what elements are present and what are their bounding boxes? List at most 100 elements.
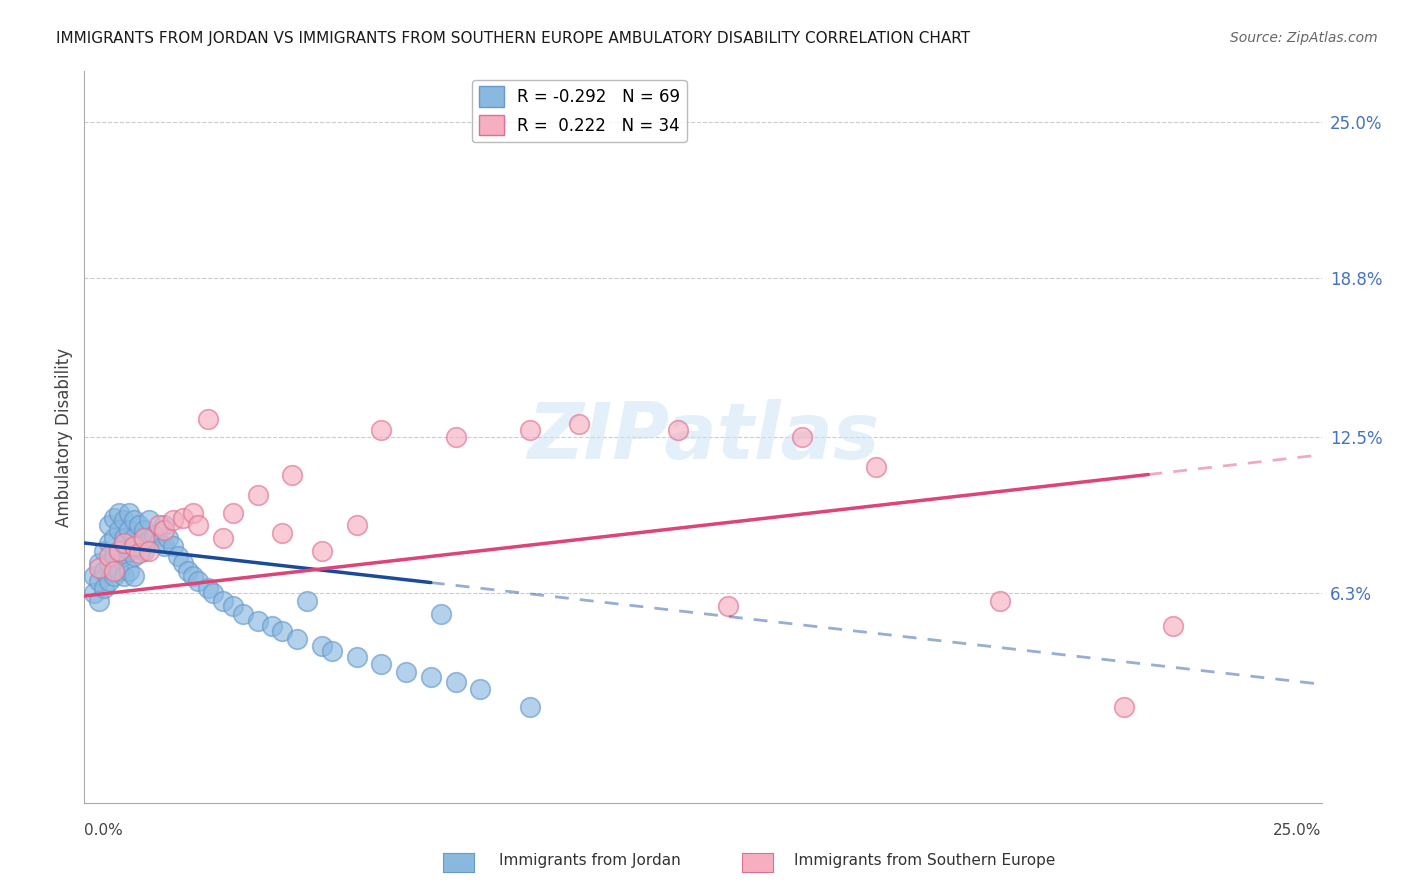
Point — [1161, 619, 1184, 633]
Y-axis label: Ambulatory Disability: Ambulatory Disability — [55, 348, 73, 526]
Point — [122, 539, 145, 553]
Point — [108, 524, 131, 538]
Point — [83, 569, 105, 583]
Point — [370, 657, 392, 671]
Point — [112, 536, 135, 550]
Point — [108, 543, 131, 558]
Point — [118, 564, 141, 578]
Text: IMMIGRANTS FROM JORDAN VS IMMIGRANTS FROM SOUTHERN EUROPE AMBULATORY DISABILITY : IMMIGRANTS FROM JORDAN VS IMMIGRANTS FRO… — [56, 31, 970, 46]
Point — [89, 574, 111, 588]
Point — [187, 574, 209, 588]
Point — [988, 594, 1011, 608]
Point — [222, 506, 245, 520]
Point — [232, 607, 254, 621]
Point — [1112, 700, 1135, 714]
Point — [138, 533, 160, 548]
Point — [98, 549, 121, 563]
Point — [246, 614, 269, 628]
Point — [152, 539, 174, 553]
Point — [103, 549, 125, 563]
Point — [187, 518, 209, 533]
Legend: R = -0.292   N = 69, R =  0.222   N = 34: R = -0.292 N = 69, R = 0.222 N = 34 — [472, 79, 686, 142]
Point — [122, 549, 145, 563]
Point — [162, 539, 184, 553]
Point — [177, 564, 200, 578]
Point — [157, 531, 180, 545]
Point — [138, 513, 160, 527]
Point — [666, 423, 689, 437]
Point — [89, 556, 111, 570]
Text: Immigrants from Jordan: Immigrants from Jordan — [499, 854, 681, 868]
Point — [132, 531, 155, 545]
Point — [271, 624, 294, 639]
Point — [519, 700, 541, 714]
Point — [148, 518, 170, 533]
Point — [370, 423, 392, 437]
Point — [222, 599, 245, 613]
Point — [89, 594, 111, 608]
Point — [181, 569, 204, 583]
Point — [103, 569, 125, 583]
Point — [295, 594, 318, 608]
Point — [112, 569, 135, 583]
Point — [103, 510, 125, 524]
Point — [202, 586, 225, 600]
Point — [470, 682, 492, 697]
Point — [103, 564, 125, 578]
Point — [167, 549, 190, 563]
Point — [98, 574, 121, 588]
Point — [93, 543, 115, 558]
Point — [321, 644, 343, 658]
Point — [128, 546, 150, 560]
Point — [108, 506, 131, 520]
Point — [271, 525, 294, 540]
Point — [98, 536, 121, 550]
Point — [197, 412, 219, 426]
Point — [118, 524, 141, 538]
Point — [118, 543, 141, 558]
Point — [865, 460, 887, 475]
Point — [108, 564, 131, 578]
Point — [93, 582, 115, 596]
Point — [142, 528, 165, 542]
Point — [285, 632, 308, 646]
Point — [281, 467, 304, 482]
Point — [181, 506, 204, 520]
Point — [162, 513, 184, 527]
Point — [83, 586, 105, 600]
Text: Source: ZipAtlas.com: Source: ZipAtlas.com — [1230, 31, 1378, 45]
Point — [122, 531, 145, 545]
Point — [246, 488, 269, 502]
Text: 25.0%: 25.0% — [1274, 823, 1322, 838]
Point — [444, 430, 467, 444]
Point — [152, 524, 174, 538]
Point — [519, 423, 541, 437]
Point — [103, 531, 125, 545]
Point — [568, 417, 591, 432]
Point — [311, 543, 333, 558]
Point — [128, 539, 150, 553]
Point — [112, 513, 135, 527]
Point — [311, 640, 333, 654]
Text: ZIPatlas: ZIPatlas — [527, 399, 879, 475]
Point — [112, 549, 135, 563]
Point — [132, 524, 155, 538]
Point — [172, 556, 194, 570]
Point — [197, 582, 219, 596]
Point — [138, 543, 160, 558]
Point — [212, 594, 235, 608]
Point — [262, 619, 284, 633]
Point — [790, 430, 813, 444]
Point — [98, 556, 121, 570]
Point — [112, 531, 135, 545]
Point — [122, 569, 145, 583]
Point — [717, 599, 740, 613]
Point — [346, 518, 368, 533]
Point — [212, 531, 235, 545]
Point — [152, 518, 174, 533]
Point — [148, 536, 170, 550]
Point — [128, 518, 150, 533]
Text: Immigrants from Southern Europe: Immigrants from Southern Europe — [794, 854, 1056, 868]
Point — [346, 649, 368, 664]
Point — [429, 607, 451, 621]
